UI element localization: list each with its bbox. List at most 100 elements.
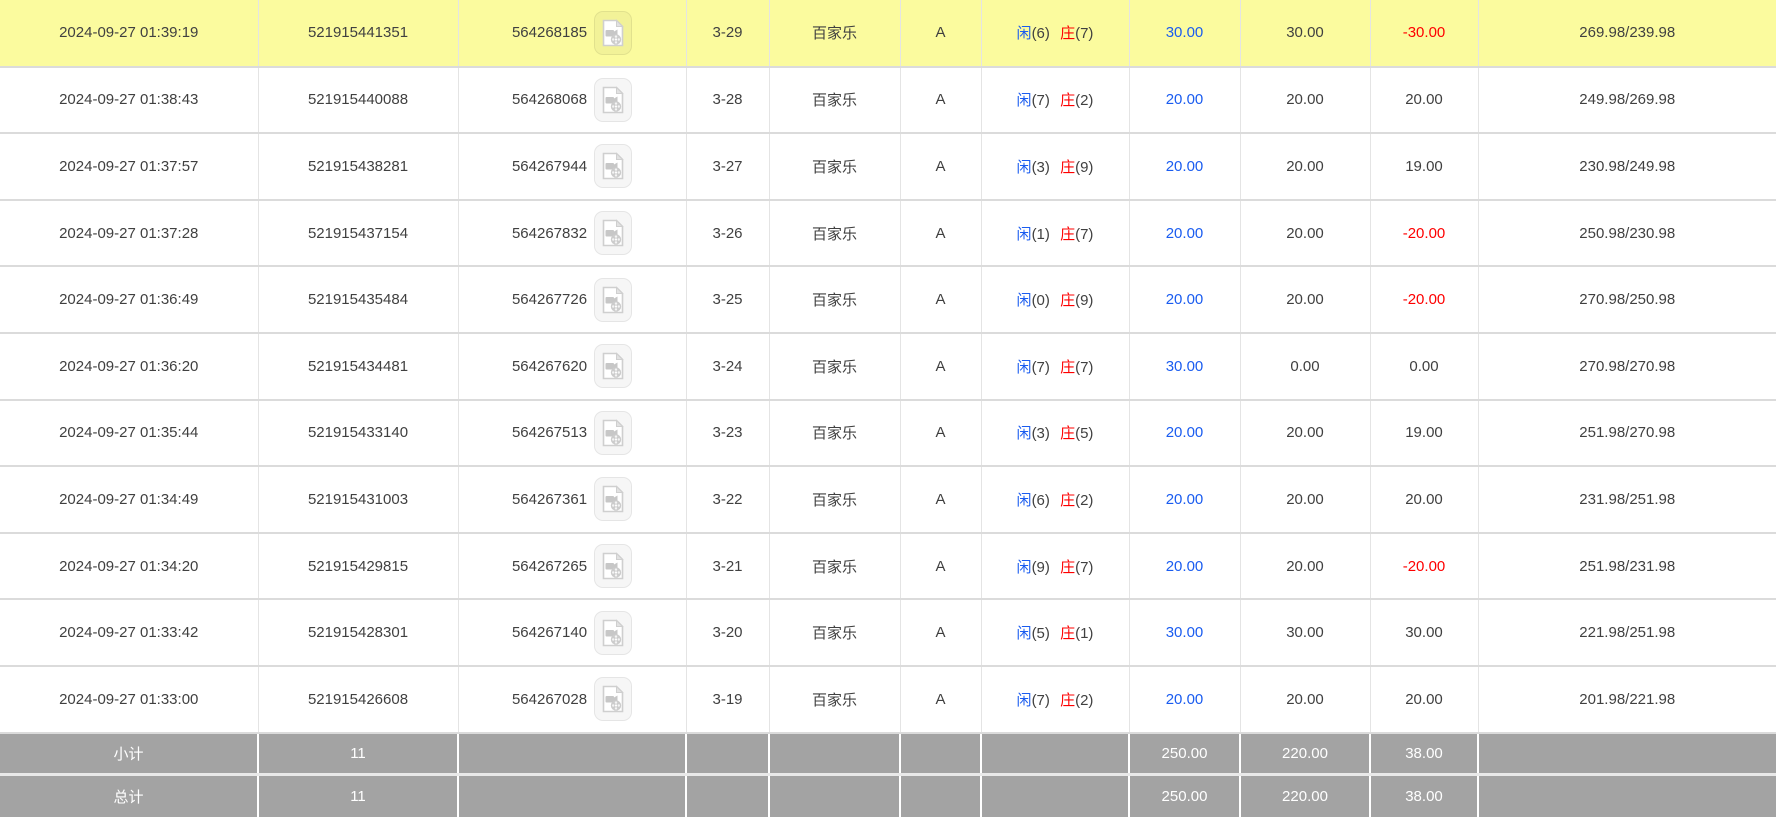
summary-bet-total-cell: 250.00 xyxy=(1129,773,1241,817)
video-replay-button[interactable] xyxy=(594,211,633,256)
valid-amount-cell: 20.00 xyxy=(1240,532,1371,601)
banker-result: 庄(1) xyxy=(1060,625,1093,642)
game-result-cell: 闲(0) 庄(9) xyxy=(981,266,1130,334)
player-result: 闲(3) xyxy=(1017,425,1050,442)
bet-time-cell: 2024-09-27 01:34:49 xyxy=(0,466,259,534)
summary-empty-cell xyxy=(769,732,901,775)
video-replay-button[interactable] xyxy=(594,610,633,655)
player-result: 闲(1) xyxy=(1017,226,1050,243)
table-row[interactable]: 2024-09-27 01:34:20 521915429815 5642672… xyxy=(0,532,1776,601)
summary-count-cell: 11 xyxy=(258,732,459,775)
bet-id-cell: 521915440088 xyxy=(258,66,459,135)
bet-id-cell: 521915434481 xyxy=(258,332,459,401)
table-row[interactable]: 2024-09-27 01:39:19 521915441351 5642681… xyxy=(0,0,1776,68)
banker-label: 庄 xyxy=(1060,491,1076,509)
banker-result: 庄(7) xyxy=(1060,559,1093,576)
game-id-value: 564267944 xyxy=(511,157,588,175)
bet-id-cell: 521915428301 xyxy=(258,599,459,667)
table-row[interactable]: 2024-09-27 01:36:49 521915435484 5642677… xyxy=(0,266,1776,334)
game-name-cell: 百家乐 xyxy=(769,532,901,601)
summary-empty-cell xyxy=(981,732,1130,775)
game-id-cell: 564267832 xyxy=(458,199,687,268)
bet-id-cell: 521915426608 xyxy=(258,665,459,734)
bet-id-cell: 521915437154 xyxy=(258,199,459,268)
banker-score: (7) xyxy=(1075,25,1094,43)
video-replay-button[interactable] xyxy=(594,477,633,522)
video-replay-button[interactable] xyxy=(594,277,633,322)
video-replay-button[interactable] xyxy=(594,677,633,722)
table-row[interactable]: 2024-09-27 01:37:28 521915437154 5642678… xyxy=(0,199,1776,268)
game-id-cell: 564267513 xyxy=(458,399,687,468)
player-score: (1) xyxy=(1031,225,1050,243)
game-name-cell: 百家乐 xyxy=(769,266,901,334)
table-row[interactable]: 2024-09-27 01:33:00 521915426608 5642670… xyxy=(0,665,1776,734)
table-row[interactable]: 2024-09-27 01:34:49 521915431003 5642673… xyxy=(0,466,1776,534)
summary-count-cell: 11 xyxy=(258,773,459,817)
valid-amount-cell: 20.00 xyxy=(1240,466,1371,534)
bet-id-cell: 521915431003 xyxy=(258,466,459,534)
bet-time-cell: 2024-09-27 01:39:19 xyxy=(0,0,259,68)
balance-cell: 269.98/239.98 xyxy=(1478,0,1776,68)
summary-winloss-total-cell: 38.00 xyxy=(1370,773,1479,817)
winloss-cell: 20.00 xyxy=(1370,466,1479,534)
video-replay-button[interactable] xyxy=(594,10,633,55)
valid-amount-cell: 20.00 xyxy=(1240,266,1371,334)
bet-amount-cell: 20.00 xyxy=(1129,532,1241,601)
video-replay-button[interactable] xyxy=(594,544,633,589)
game-id-cell: 564267140 xyxy=(458,599,687,667)
table-round-cell: 3-24 xyxy=(686,332,770,401)
summary-empty-cell xyxy=(1478,773,1776,817)
video-replay-button[interactable] xyxy=(594,144,633,189)
bet-time-cell: 2024-09-27 01:38:43 xyxy=(0,66,259,135)
player-result: 闲(3) xyxy=(1017,159,1050,176)
player-label: 闲 xyxy=(1016,358,1032,376)
table-row[interactable]: 2024-09-27 01:33:42 521915428301 5642671… xyxy=(0,599,1776,667)
banker-score: (2) xyxy=(1075,92,1094,110)
banker-result: 庄(7) xyxy=(1060,359,1093,376)
bet-amount-cell: 20.00 xyxy=(1129,199,1241,268)
table-row[interactable]: 2024-09-27 01:37:57 521915438281 5642679… xyxy=(0,133,1776,201)
game-result-cell: 闲(7) 庄(2) xyxy=(981,66,1130,135)
player-label: 闲 xyxy=(1016,691,1032,709)
player-label: 闲 xyxy=(1016,92,1032,110)
bet-amount-cell: 30.00 xyxy=(1129,332,1241,401)
valid-amount-cell: 20.00 xyxy=(1240,665,1371,734)
banker-result: 庄(2) xyxy=(1060,92,1093,109)
player-label: 闲 xyxy=(1016,625,1032,643)
video-replay-button[interactable] xyxy=(594,410,633,455)
table-row[interactable]: 2024-09-27 01:35:44 521915433140 5642675… xyxy=(0,399,1776,468)
game-id-value: 564267140 xyxy=(511,624,588,642)
game-id-value: 564267726 xyxy=(511,291,588,309)
game-id-cell: 564267726 xyxy=(458,266,687,334)
balance-cell: 251.98/231.98 xyxy=(1478,532,1776,601)
table-round-cell: 3-19 xyxy=(686,665,770,734)
table-row[interactable]: 2024-09-27 01:36:20 521915434481 5642676… xyxy=(0,332,1776,401)
video-icon xyxy=(602,485,624,513)
banker-result: 庄(9) xyxy=(1060,159,1093,176)
table-code-cell: A xyxy=(900,266,982,334)
balance-cell: 251.98/270.98 xyxy=(1478,399,1776,468)
table-row[interactable]: 2024-09-27 01:38:43 521915440088 5642680… xyxy=(0,66,1776,135)
table-round-cell: 3-20 xyxy=(686,599,770,667)
table-code-cell: A xyxy=(900,599,982,667)
video-replay-button[interactable] xyxy=(594,77,633,122)
player-score: (6) xyxy=(1031,25,1050,43)
banker-score: (9) xyxy=(1075,292,1094,310)
player-result: 闲(0) xyxy=(1017,292,1050,309)
banker-label: 庄 xyxy=(1060,691,1076,709)
player-result: 闲(7) xyxy=(1017,359,1050,376)
banker-score: (5) xyxy=(1075,425,1094,443)
valid-amount-cell: 20.00 xyxy=(1240,199,1371,268)
banker-label: 庄 xyxy=(1060,292,1076,310)
table-round-cell: 3-25 xyxy=(686,266,770,334)
player-result: 闲(5) xyxy=(1017,625,1050,642)
video-replay-button[interactable] xyxy=(594,344,633,389)
player-label: 闲 xyxy=(1016,225,1032,243)
winloss-cell: 20.00 xyxy=(1370,665,1479,734)
summary-label-cell: 总计 xyxy=(0,773,259,817)
table-round-cell: 3-27 xyxy=(686,133,770,201)
player-result: 闲(9) xyxy=(1017,559,1050,576)
player-result: 闲(7) xyxy=(1017,692,1050,709)
